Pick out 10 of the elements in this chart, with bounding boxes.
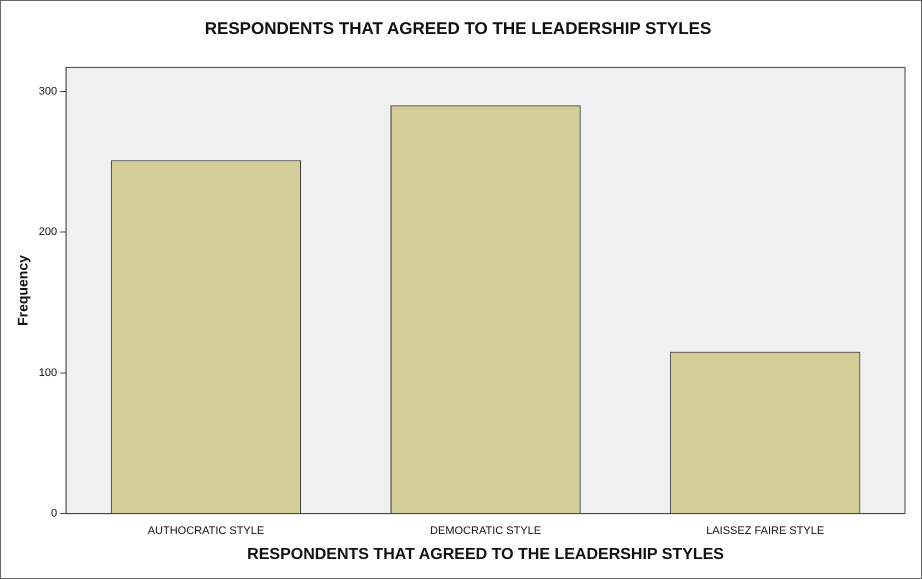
x-axis-title: RESPONDENTS THAT AGREED TO THE LEADERSHIP STYLES <box>247 546 724 563</box>
y-axis-title: Frequency <box>14 254 30 326</box>
chart-title: RESPONDENTS THAT AGREED TO THE LEADERSHIP STYLES <box>204 18 712 38</box>
x-tick-label: AUTHOCRATIC STYLE <box>148 525 264 538</box>
y-tick-label: 100 <box>38 366 58 379</box>
x-tick-label: DEMOCRATIC STYLE <box>430 525 542 538</box>
y-tick-label: 0 <box>51 508 58 520</box>
y-tick-label: 200 <box>38 226 58 238</box>
x-tick-label: LAISSEZ FAIRE STYLE <box>706 525 824 538</box>
y-tick-label: 300 <box>38 85 58 98</box>
